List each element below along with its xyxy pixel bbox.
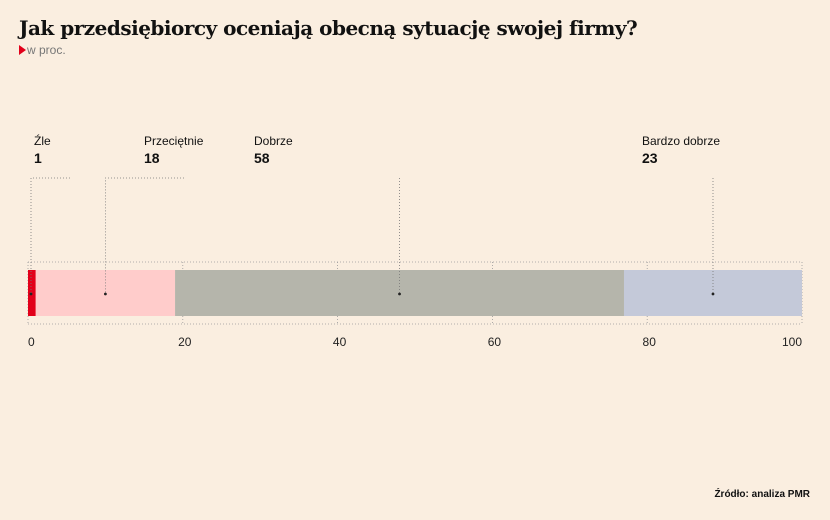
leader-dot-0 <box>29 292 33 296</box>
leader-dot-2 <box>398 292 401 296</box>
leader-lines <box>29 177 715 296</box>
chart-title: Jak przedsiębiorcy oceniają obecną sytua… <box>19 16 638 40</box>
tick-label-20: 20 <box>178 335 192 349</box>
tick-label-0: 0 <box>28 335 35 349</box>
tick-label-60: 60 <box>488 335 502 349</box>
segment-label-value: 1 <box>34 150 42 166</box>
segment-labels: Źle 1 Przeciętnie 18 Dobrze 58 Bardzo dobrze 23 <box>34 133 720 166</box>
subtitle-text: w proc. <box>27 43 66 57</box>
chart-subtitle: w proc. <box>19 43 66 57</box>
leader-line-1 <box>105 177 184 294</box>
tick-label-40: 40 <box>333 335 347 349</box>
tick-label-100: 100 <box>782 335 802 349</box>
leader-line-0 <box>30 177 70 294</box>
axis-ticks: 0 20 40 60 80 100 <box>28 335 802 349</box>
tick-label-80: 80 <box>643 335 657 349</box>
segment-label-value: 58 <box>254 150 270 166</box>
segment-label-name: Bardzo dobrze <box>642 134 720 148</box>
source-note: Źródło: analiza PMR <box>714 489 810 500</box>
segment-label-name: Źle <box>34 133 51 148</box>
leader-dot-3 <box>711 292 715 296</box>
segment-label-value: 23 <box>642 150 658 166</box>
triangle-icon <box>19 45 26 55</box>
leader-dot-1 <box>104 292 107 296</box>
segment-label-name: Dobrze <box>254 134 293 148</box>
segment-label-name: Przeciętnie <box>144 134 204 148</box>
bar-segments <box>28 270 802 316</box>
segment-label-value: 18 <box>144 150 160 166</box>
